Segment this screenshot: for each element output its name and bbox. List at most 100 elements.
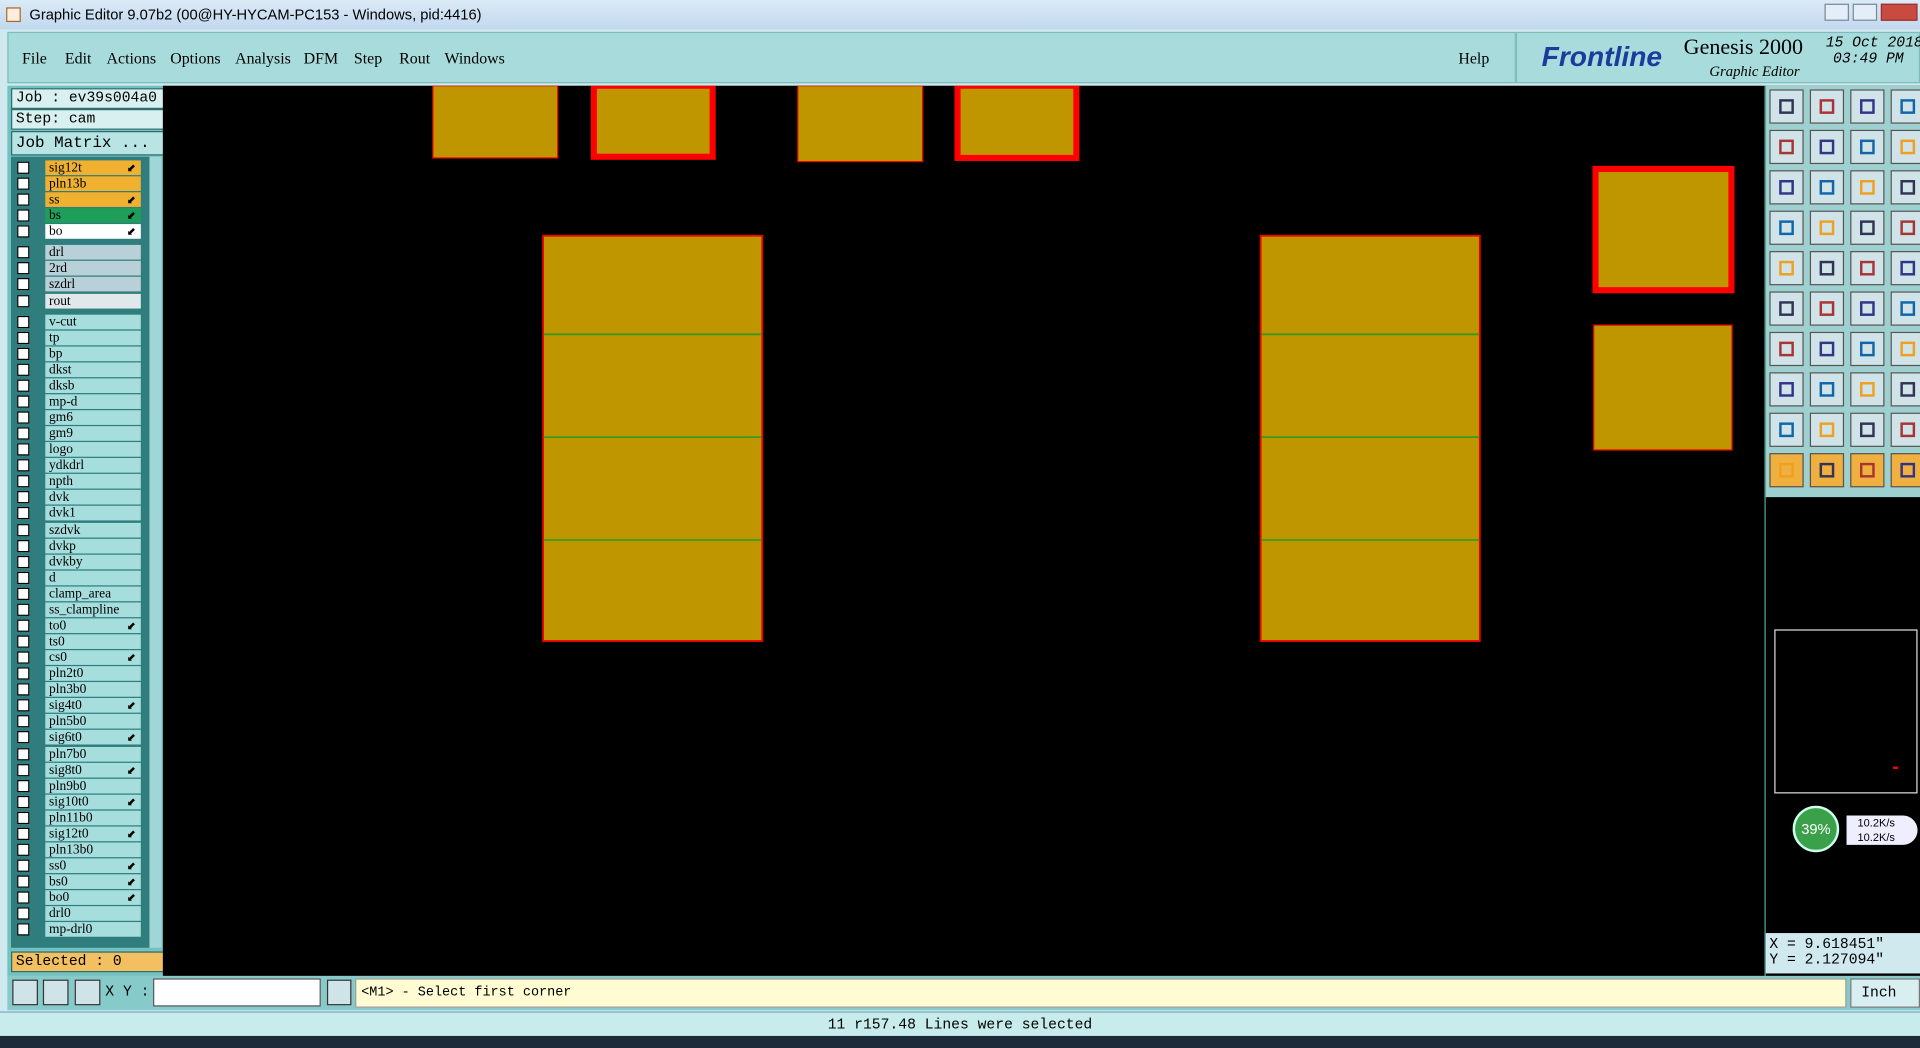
layer-checkbox[interactable] bbox=[17, 779, 30, 792]
layer-checkbox[interactable] bbox=[17, 587, 30, 600]
layer-name[interactable]: cs0 ⬋ bbox=[45, 650, 141, 666]
layer-checkbox[interactable] bbox=[17, 747, 30, 760]
layer-name[interactable]: szdrl bbox=[45, 277, 141, 293]
tool-button[interactable] bbox=[1890, 210, 1920, 245]
tool-button[interactable] bbox=[1809, 372, 1845, 407]
layer-checkbox[interactable] bbox=[17, 843, 30, 856]
tool-button[interactable] bbox=[1809, 170, 1845, 205]
layer-name[interactable]: v-cut bbox=[45, 314, 141, 329]
layer-row[interactable]: 2rd bbox=[11, 261, 148, 277]
layer-name[interactable]: szdvk bbox=[45, 522, 141, 537]
layer-name[interactable]: pln13b bbox=[45, 176, 141, 192]
menu-item[interactable]: Windows bbox=[444, 48, 505, 68]
layer-checkbox[interactable] bbox=[17, 411, 30, 424]
layer-name[interactable]: dvk1 bbox=[45, 506, 141, 521]
layer-checkbox[interactable] bbox=[17, 603, 30, 616]
minimize-button[interactable] bbox=[1824, 3, 1849, 21]
layer-name[interactable]: drl0 bbox=[45, 906, 141, 922]
layer-checkbox[interactable] bbox=[17, 635, 30, 648]
layer-checkbox[interactable] bbox=[17, 246, 30, 259]
layer-row[interactable]: cs0 ⬋ bbox=[11, 650, 148, 666]
layer-checkbox[interactable] bbox=[17, 331, 30, 344]
menu-item[interactable]: Rout bbox=[399, 48, 431, 68]
layer-row[interactable]: dvk bbox=[11, 490, 148, 505]
tool-button[interactable] bbox=[1850, 453, 1885, 488]
layer-checkbox[interactable] bbox=[17, 278, 30, 291]
maximize-button[interactable] bbox=[1852, 3, 1878, 21]
layer-checkbox[interactable] bbox=[17, 395, 30, 408]
layer-checkbox[interactable] bbox=[17, 571, 30, 584]
layer-name[interactable]: logo bbox=[45, 442, 141, 457]
layer-name[interactable]: dvkp bbox=[45, 538, 141, 553]
tool-button[interactable] bbox=[1850, 170, 1885, 205]
layer-row[interactable]: pln11b0 bbox=[11, 810, 148, 826]
layer-name[interactable]: dksb bbox=[45, 378, 141, 393]
layer-row[interactable]: sig10t0 ⬋ bbox=[11, 794, 148, 810]
layer-name[interactable]: gm9 bbox=[45, 426, 141, 441]
layer-row[interactable]: bo ⬋ bbox=[11, 224, 148, 240]
tool-button[interactable] bbox=[74, 979, 101, 1006]
layer-name[interactable]: ts0 bbox=[45, 634, 141, 649]
layer-name[interactable]: drl bbox=[45, 245, 141, 261]
scrollbar[interactable] bbox=[148, 156, 162, 948]
tool-button[interactable] bbox=[1850, 251, 1885, 286]
layer-row[interactable]: bo0 ⬋ bbox=[11, 890, 148, 906]
layer-checkbox[interactable] bbox=[17, 875, 30, 888]
layer-row[interactable]: ts0 bbox=[11, 634, 148, 649]
layer-checkbox[interactable] bbox=[17, 795, 30, 808]
layer-row[interactable]: bs ⬋ bbox=[11, 208, 148, 224]
menu-item[interactable]: Analysis bbox=[235, 48, 291, 68]
layer-checkbox[interactable] bbox=[17, 491, 30, 504]
layer-name[interactable]: to0 ⬋ bbox=[45, 618, 141, 634]
layer-checkbox[interactable] bbox=[17, 923, 30, 936]
tool-button[interactable] bbox=[1890, 453, 1920, 488]
layer-checkbox[interactable] bbox=[17, 225, 30, 238]
layer-checkbox[interactable] bbox=[17, 699, 30, 712]
layer-row[interactable]: rout bbox=[11, 293, 148, 309]
tool-button[interactable] bbox=[1809, 453, 1845, 488]
layer-row[interactable]: pln5b0 bbox=[11, 714, 148, 730]
layer-checkbox[interactable] bbox=[17, 667, 30, 680]
tool-button[interactable] bbox=[1769, 412, 1804, 447]
tool-button[interactable] bbox=[1850, 372, 1885, 407]
tool-button[interactable] bbox=[1850, 210, 1885, 245]
layer-row[interactable]: sig6t0 ⬋ bbox=[11, 730, 148, 746]
tool-button[interactable] bbox=[1890, 331, 1920, 367]
tool-button[interactable] bbox=[1850, 89, 1885, 124]
layer-checkbox[interactable] bbox=[17, 294, 30, 307]
layer-checkbox[interactable] bbox=[17, 459, 30, 472]
layer-name[interactable]: sig8t0 ⬋ bbox=[45, 762, 141, 778]
layer-row[interactable]: d bbox=[11, 570, 148, 586]
tool-button[interactable] bbox=[1809, 251, 1845, 286]
layer-row[interactable]: ss ⬋ bbox=[11, 192, 148, 208]
layer-row[interactable]: pln3b0 bbox=[11, 682, 148, 698]
network-percent[interactable]: 39% bbox=[1792, 805, 1840, 853]
layer-name[interactable]: ydkdrl bbox=[45, 458, 141, 473]
tool-button[interactable] bbox=[1890, 412, 1920, 447]
layer-checkbox[interactable] bbox=[17, 427, 30, 440]
tool-button[interactable] bbox=[1890, 251, 1920, 286]
layer-row[interactable]: dvk1 bbox=[11, 506, 148, 521]
tool-button[interactable] bbox=[1850, 412, 1885, 447]
tool-button[interactable] bbox=[1809, 89, 1845, 124]
layer-row[interactable]: sig12t0 ⬋ bbox=[11, 826, 148, 842]
tool-button[interactable] bbox=[1769, 372, 1804, 407]
layer-name[interactable]: bs0 ⬋ bbox=[45, 874, 141, 890]
layer-name[interactable]: rout bbox=[45, 293, 141, 309]
layer-checkbox[interactable] bbox=[17, 177, 30, 190]
layer-row[interactable]: szdvk bbox=[11, 522, 148, 537]
layer-row[interactable]: drl bbox=[11, 245, 148, 261]
tool-button[interactable] bbox=[1850, 331, 1885, 367]
tool-button[interactable] bbox=[1850, 129, 1885, 165]
help-menu[interactable]: Help bbox=[1458, 48, 1490, 68]
layer-checkbox[interactable] bbox=[17, 731, 30, 744]
layer-checkbox[interactable] bbox=[17, 523, 30, 536]
layer-name[interactable]: clamp_area bbox=[45, 586, 141, 601]
layer-name[interactable]: dkst bbox=[45, 362, 141, 377]
layer-name[interactable]: ss ⬋ bbox=[45, 192, 141, 208]
layer-checkbox[interactable] bbox=[17, 619, 30, 632]
layer-checkbox[interactable] bbox=[17, 763, 30, 776]
layer-row[interactable]: pln9b0 bbox=[11, 778, 148, 794]
layer-name[interactable]: bo0 ⬋ bbox=[45, 890, 141, 906]
layer-checkbox[interactable] bbox=[17, 507, 30, 520]
